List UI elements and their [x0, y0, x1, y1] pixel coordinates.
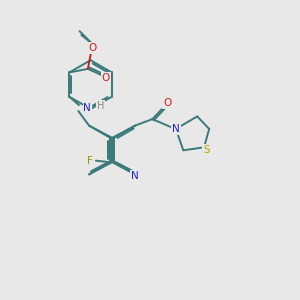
Text: N: N: [172, 124, 180, 134]
Text: O: O: [88, 43, 97, 53]
Text: S: S: [203, 145, 210, 155]
Text: H: H: [97, 101, 104, 111]
Text: O: O: [102, 73, 110, 83]
Text: O: O: [163, 98, 171, 108]
Text: N: N: [131, 171, 139, 181]
Text: F: F: [87, 156, 93, 166]
Text: N: N: [83, 103, 91, 113]
